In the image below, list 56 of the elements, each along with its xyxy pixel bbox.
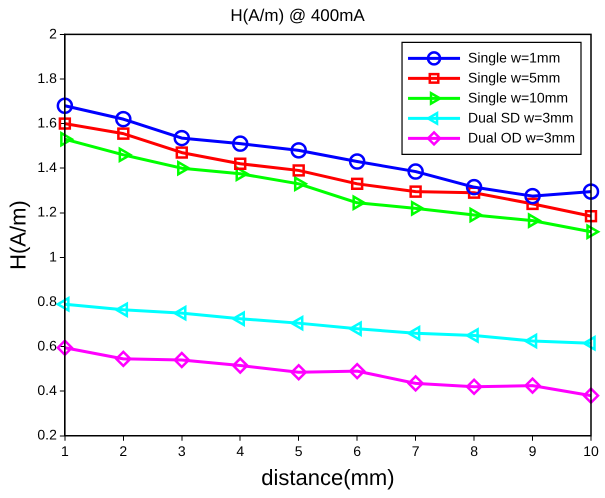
y-tick-label: 0.2	[37, 426, 58, 443]
legend-label: Single w=10mm	[468, 89, 568, 106]
point	[409, 185, 422, 198]
x-tick-label: 1	[60, 443, 69, 460]
point	[582, 183, 600, 200]
x-tick-label: 3	[178, 443, 186, 460]
y-tick-label: 1.6	[37, 114, 58, 130]
x-axis-title: distance(mm)	[261, 464, 395, 490]
point	[234, 158, 246, 170]
point	[117, 127, 130, 140]
point	[407, 375, 424, 392]
point	[174, 130, 190, 146]
point	[232, 135, 248, 152]
point	[174, 352, 190, 368]
point	[348, 362, 366, 380]
point	[584, 210, 598, 222]
point	[524, 188, 541, 204]
y-tick-label: 1.4	[37, 159, 58, 176]
y-tick-label: 1.2	[37, 204, 58, 220]
point	[176, 146, 188, 159]
point	[56, 98, 74, 114]
point	[115, 110, 132, 128]
point	[290, 142, 307, 159]
y-tick-label: 0.6	[37, 337, 58, 354]
point	[350, 178, 364, 190]
chart-title: H(A/m) @ 400mA	[230, 6, 366, 25]
legend-label: Dual OD w=3mm	[468, 129, 575, 146]
point	[466, 178, 482, 196]
point	[407, 163, 424, 180]
point	[348, 153, 366, 170]
point	[582, 387, 600, 404]
point	[115, 350, 132, 368]
y-tick-label: 1.8	[37, 70, 58, 86]
x-tick-label: 7	[412, 443, 420, 460]
x-tick-label: 2	[119, 443, 128, 460]
point	[56, 339, 74, 356]
y-axis-title: H(A/m)	[5, 200, 30, 270]
legend-label: Dual SD w=3mm	[468, 109, 574, 126]
y-tick-label: 0.8	[37, 292, 58, 309]
x-tick-label: 9	[528, 443, 537, 460]
legend-label: Single w=5mm	[468, 69, 560, 86]
y-tick-label: 1	[49, 248, 58, 264]
x-tick-label: 10	[583, 443, 599, 460]
x-tick-label: 5	[294, 443, 303, 460]
x-tick-label: 4	[236, 443, 244, 460]
point	[58, 117, 72, 130]
point	[292, 164, 305, 177]
y-tick-label: 2	[49, 25, 58, 42]
legend-label: Single w=1mm	[468, 49, 560, 66]
point	[524, 377, 541, 394]
point	[466, 378, 482, 395]
y-tick-label: 0.4	[37, 382, 58, 398]
point	[290, 364, 307, 380]
point	[232, 357, 248, 374]
x-tick-label: 6	[353, 443, 362, 460]
x-tick-label: 8	[470, 443, 478, 460]
